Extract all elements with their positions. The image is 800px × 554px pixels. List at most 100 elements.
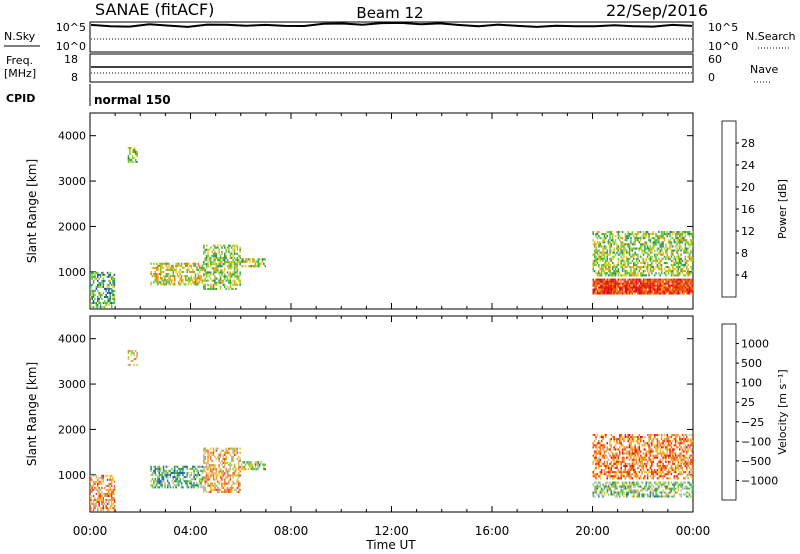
data-cell — [691, 290, 694, 293]
data-cell — [228, 250, 230, 253]
data-cell — [212, 472, 215, 475]
data-cell — [229, 256, 232, 259]
data-cell — [201, 279, 204, 282]
data-cell — [90, 304, 92, 307]
data-cell — [624, 249, 627, 252]
data-cell — [211, 250, 213, 253]
data-cell — [108, 495, 110, 497]
data-cell — [623, 483, 625, 486]
data-cell — [634, 469, 636, 472]
data-cell — [619, 272, 621, 275]
data-cell — [224, 254, 226, 257]
data-cell — [224, 277, 226, 280]
data-cell — [593, 241, 596, 244]
data-cell — [666, 280, 668, 283]
data-cell — [658, 481, 660, 484]
data-cell — [619, 454, 621, 457]
data-cell — [660, 434, 663, 437]
data-cell — [261, 258, 264, 261]
data-cell — [617, 259, 620, 262]
data-cell — [655, 284, 657, 287]
data-cell — [690, 485, 692, 488]
data-cell — [112, 302, 114, 304]
data-cell — [635, 458, 638, 461]
data-cell — [212, 468, 215, 471]
data-cell — [683, 237, 685, 240]
data-cell — [627, 438, 629, 441]
data-cell — [688, 481, 691, 484]
data-cell — [162, 467, 165, 470]
data-cell — [603, 253, 606, 256]
data-cell — [595, 438, 597, 441]
data-cell — [238, 476, 240, 479]
data-cell — [94, 499, 96, 501]
data-cell — [614, 456, 617, 459]
data-cell — [158, 465, 161, 468]
data-cell — [176, 465, 179, 468]
data-cell — [638, 284, 641, 287]
data-cell — [603, 493, 606, 496]
data-cell — [642, 282, 645, 285]
data-cell — [660, 247, 663, 250]
data-cell — [683, 231, 685, 234]
data-cell — [637, 467, 639, 470]
data-cell — [196, 469, 198, 472]
data-cell — [676, 243, 678, 246]
data-cell — [136, 151, 138, 153]
data-cell — [666, 282, 668, 285]
data-cell — [617, 462, 620, 465]
data-cell — [670, 495, 673, 498]
data-cell — [112, 507, 114, 510]
data-cell — [219, 265, 222, 268]
data-cell — [167, 273, 169, 276]
data-cell — [200, 469, 202, 472]
data-cell — [630, 456, 632, 459]
data-cell — [194, 275, 197, 278]
data-cell — [186, 279, 188, 282]
data-cell — [620, 266, 622, 269]
data-cell — [185, 283, 187, 286]
data-cell — [621, 450, 624, 453]
cpid-value: normal 150 — [94, 93, 171, 107]
data-cell — [155, 262, 158, 265]
data-cell — [674, 264, 677, 267]
data-cell — [634, 485, 636, 488]
data-cell — [596, 284, 599, 287]
data-cell — [592, 473, 594, 476]
data-cell — [666, 485, 668, 488]
data-cell — [679, 454, 681, 457]
data-cell — [214, 250, 216, 253]
data-cell — [161, 277, 163, 280]
data-cell — [214, 482, 216, 485]
data-cell — [610, 444, 613, 447]
data-cell — [257, 463, 259, 466]
data-cell — [640, 266, 642, 269]
data-cell — [672, 467, 674, 470]
data-cell — [606, 284, 608, 287]
data-cell — [204, 476, 206, 479]
data-cell — [634, 444, 636, 447]
data-cell — [599, 454, 601, 457]
data-cell — [160, 484, 162, 487]
data-cell — [690, 440, 692, 443]
data-cell — [113, 486, 116, 489]
data-cell — [665, 487, 667, 490]
data-cell — [98, 492, 100, 495]
data-cell — [624, 243, 627, 246]
data-cell — [600, 251, 603, 254]
data-cell — [656, 249, 659, 252]
data-cell — [95, 287, 98, 290]
data-cell — [592, 284, 594, 287]
data-cell — [157, 476, 159, 479]
data-cell — [665, 233, 667, 236]
data-cell — [686, 280, 688, 283]
data-cell — [101, 509, 103, 512]
data-cell — [648, 286, 650, 289]
data-cell — [620, 255, 622, 258]
data-cell — [228, 451, 230, 454]
data-cell — [178, 275, 180, 278]
data-cell — [217, 244, 219, 247]
data-cell — [620, 245, 622, 248]
data-cell — [673, 434, 675, 437]
data-cell — [153, 273, 155, 276]
